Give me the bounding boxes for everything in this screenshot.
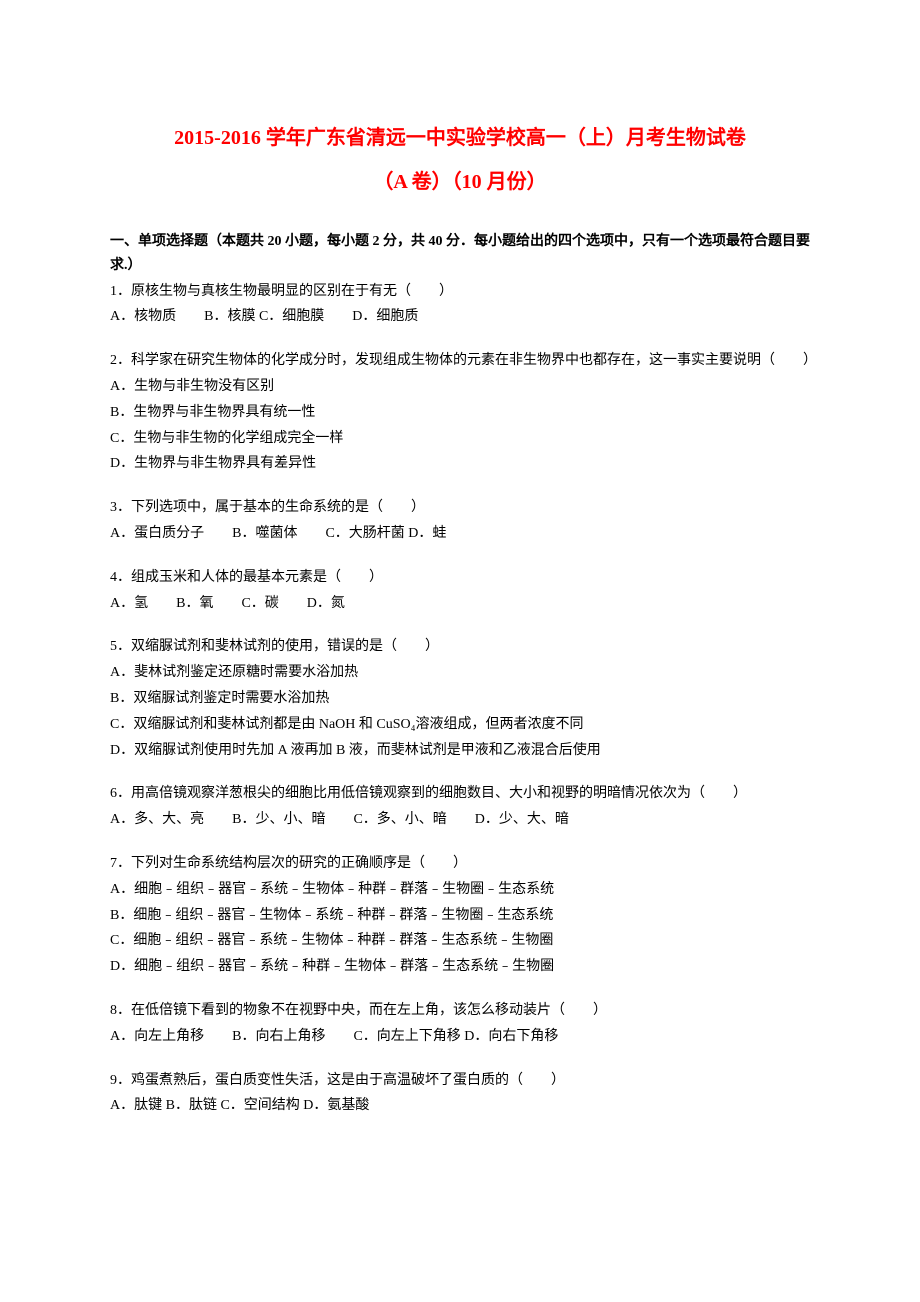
question-text: 3．下列选项中，属于基本的生命系统的是（ ） [110, 496, 810, 520]
question-3: 3．下列选项中，属于基本的生命系统的是（ ） A．蛋白质分子 B．噬菌体 C．大… [110, 496, 810, 546]
section-header: 一、单项选择题（本题共 20 小题，每小题 2 分，共 40 分．每小题给出的四… [110, 230, 810, 278]
option-d: D．生物界与非生物界具有差异性 [110, 452, 810, 476]
question-text: 6．用高倍镜观察洋葱根尖的细胞比用低倍镜观察到的细胞数目、大小和视野的明暗情况依… [110, 782, 810, 806]
question-options: A．多、大、亮 B．少、小、暗 C．多、小、暗 D．少、大、暗 [110, 808, 810, 832]
question-1: 1．原核生物与真核生物最明显的区别在于有无（ ） A．核物质 B．核膜 C．细胞… [110, 280, 810, 330]
question-2: 2．科学家在研究生物体的化学成分时，发现组成生物体的元素在非生物界中也都存在，这… [110, 349, 810, 476]
question-options: A．核物质 B．核膜 C．细胞膜 D．细胞质 [110, 305, 810, 329]
question-text: 1．原核生物与真核生物最明显的区别在于有无（ ） [110, 280, 810, 304]
question-7: 7．下列对生命系统结构层次的研究的正确顺序是（ ） A．细胞﹣组织﹣器官﹣系统﹣… [110, 852, 810, 979]
question-text: 8．在低倍镜下看到的物象不在视野中央，而在左上角，该怎么移动装片（ ） [110, 999, 810, 1023]
exam-title-line2: （A 卷）（10 月份） [110, 164, 810, 200]
question-9: 9．鸡蛋煮熟后，蛋白质变性失活，这是由于高温破坏了蛋白质的（ ） A．肽键 B．… [110, 1069, 810, 1119]
question-options: A．向左上角移 B．向右上角移 C．向左上下角移 D．向右下角移 [110, 1025, 810, 1049]
option-b: B．双缩脲试剂鉴定时需要水浴加热 [110, 687, 810, 711]
option-a: A．细胞﹣组织﹣器官﹣系统﹣生物体﹣种群﹣群落﹣生物圈﹣生态系统 [110, 878, 810, 902]
question-text: 7．下列对生命系统结构层次的研究的正确顺序是（ ） [110, 852, 810, 876]
option-a: A．生物与非生物没有区别 [110, 375, 810, 399]
question-options: A．肽键 B．肽链 C．空间结构 D．氨基酸 [110, 1094, 810, 1118]
option-c: C．细胞﹣组织﹣器官﹣系统﹣生物体﹣种群﹣群落﹣生态系统﹣生物圈 [110, 929, 810, 953]
option-c: C．生物与非生物的化学组成完全一样 [110, 427, 810, 451]
option-b: B．细胞﹣组织﹣器官﹣生物体﹣系统﹣种群﹣群落﹣生物圈﹣生态系统 [110, 904, 810, 928]
option-d: D．细胞﹣组织﹣器官﹣系统﹣种群﹣生物体﹣群落﹣生态系统﹣生物圈 [110, 955, 810, 979]
question-5: 5．双缩脲试剂和斐林试剂的使用，错误的是（ ） A．斐林试剂鉴定还原糖时需要水浴… [110, 635, 810, 762]
question-text: 9．鸡蛋煮熟后，蛋白质变性失活，这是由于高温破坏了蛋白质的（ ） [110, 1069, 810, 1093]
question-text: 2．科学家在研究生物体的化学成分时，发现组成生物体的元素在非生物界中也都存在，这… [110, 349, 810, 373]
question-options: A．蛋白质分子 B．噬菌体 C．大肠杆菌 D．蛙 [110, 522, 810, 546]
question-4: 4．组成玉米和人体的最基本元素是（ ） A．氢 B．氧 C．碳 D．氮 [110, 566, 810, 616]
exam-title-line1: 2015-2016 学年广东省清远一中实验学校高一（上）月考生物试卷 [110, 120, 810, 156]
question-text: 5．双缩脲试剂和斐林试剂的使用，错误的是（ ） [110, 635, 810, 659]
question-text: 4．组成玉米和人体的最基本元素是（ ） [110, 566, 810, 590]
question-6: 6．用高倍镜观察洋葱根尖的细胞比用低倍镜观察到的细胞数目、大小和视野的明暗情况依… [110, 782, 810, 832]
option-c: C．双缩脲试剂和斐林试剂都是由 NaOH 和 CuSO₄溶液组成，但两者浓度不同 [110, 713, 810, 737]
question-8: 8．在低倍镜下看到的物象不在视野中央，而在左上角，该怎么移动装片（ ） A．向左… [110, 999, 810, 1049]
option-a: A．斐林试剂鉴定还原糖时需要水浴加热 [110, 661, 810, 685]
option-b: B．生物界与非生物界具有统一性 [110, 401, 810, 425]
question-options: A．氢 B．氧 C．碳 D．氮 [110, 592, 810, 616]
option-d: D．双缩脲试剂使用时先加 A 液再加 B 液，而斐林试剂是甲液和乙液混合后使用 [110, 739, 810, 763]
